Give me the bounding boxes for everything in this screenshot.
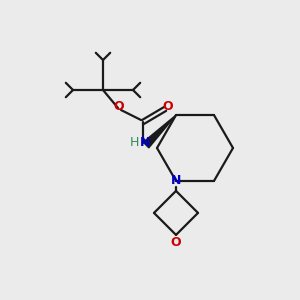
- Text: N: N: [140, 136, 150, 148]
- Text: O: O: [114, 100, 124, 113]
- Text: N: N: [171, 174, 181, 188]
- Text: O: O: [163, 100, 173, 112]
- Text: O: O: [171, 236, 181, 249]
- Polygon shape: [143, 115, 176, 148]
- Text: H: H: [129, 136, 139, 148]
